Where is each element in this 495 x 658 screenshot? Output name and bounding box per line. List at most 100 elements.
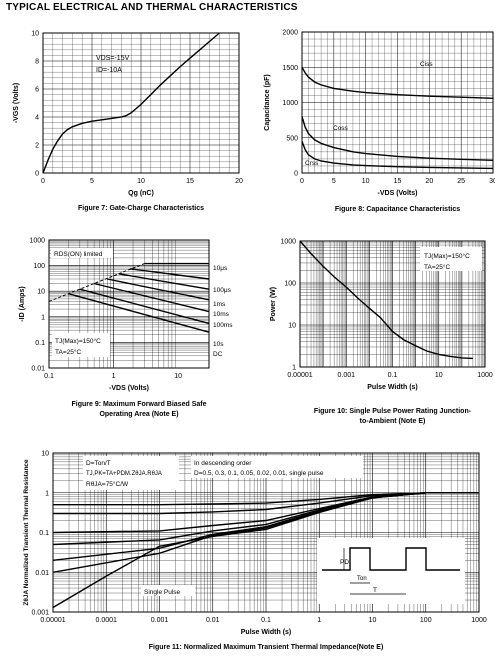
annotation-bg <box>211 320 237 329</box>
series-line-100ms <box>93 282 210 313</box>
series-label: 1ms <box>213 301 226 308</box>
pulse-diagram: PD Ton T <box>317 538 465 604</box>
annotation: VDS=-15V <box>96 55 130 62</box>
series-line-100-s <box>130 268 210 280</box>
fig11-chart: 0.00001 0.0001 0.001 0.01 0.1 1 10 100 1000 0.001… <box>23 451 487 652</box>
series-label: Coss <box>333 125 349 132</box>
y-tick-label: 1500 <box>282 65 298 72</box>
annotation: D=Ton/T <box>86 460 111 467</box>
annotation: D=0.5, 0.3, 0.1, 0.05, 0.02, 0.01, singl… <box>194 470 324 477</box>
x-tick-label: 0 <box>41 178 45 185</box>
x-axis-label: Pulse Width (s) <box>367 384 418 391</box>
x-axis-label: Qg (nC) <box>128 190 154 197</box>
x-tick-label: 10 <box>435 372 443 379</box>
y-axis-label: Capacitance (pF) <box>264 74 271 130</box>
t-label: T <box>373 587 377 594</box>
ton-label: Ton <box>357 576 367 582</box>
annotation-bg <box>211 339 237 348</box>
y-tick-label: 1000 <box>282 100 298 107</box>
annotation-bg <box>211 299 237 308</box>
x-tick-label: 0.1 <box>388 372 398 379</box>
x-tick-label: 1000 <box>471 617 487 624</box>
y-tick-label: 10 <box>41 451 49 458</box>
figure-caption: Figure 8: Capacitance Characteristics <box>335 206 460 213</box>
annotation: ID=-10A <box>96 67 122 74</box>
fig7-frame <box>42 32 240 174</box>
x-tick-label: 0.1 <box>44 373 54 380</box>
series-line-1ms <box>118 273 210 290</box>
x-tick-label: 0.0001 <box>96 617 118 624</box>
figure-caption: Figure 9: Maximum Forward Biased Safe <box>72 401 207 408</box>
pulse-diagram-bg <box>317 538 465 604</box>
fig10-grid <box>299 241 485 368</box>
y-tick-label: 10 <box>288 323 296 330</box>
y-tick-label: 0.001 <box>31 610 49 617</box>
x-tick-label: 0.01 <box>206 617 220 624</box>
x-tick-label: 5 <box>90 178 94 185</box>
y-tick-label: 1 <box>45 490 49 497</box>
annotation-bg <box>211 349 237 358</box>
series-label: 100μs <box>213 287 232 294</box>
x-axis-label: -VDS (Volts) <box>378 190 418 197</box>
annotation: Single Pulse <box>144 589 181 596</box>
x-tick-label: 20 <box>425 178 433 185</box>
x-tick-label: 15 <box>394 178 402 185</box>
series-line-crss <box>301 141 494 170</box>
annotation: RDS(ON) limited <box>54 251 103 258</box>
x-tick-label: 0.00001 <box>40 617 65 624</box>
y-tick-label: 8 <box>35 59 39 66</box>
series-line-ciss <box>301 66 494 99</box>
series-line-10ms <box>107 278 210 301</box>
fig9-frame <box>48 239 210 369</box>
fig8-grid <box>301 31 494 174</box>
y-tick-label: 1 <box>41 314 45 321</box>
x-tick-label: 0.1 <box>261 617 271 624</box>
fig7-grid <box>42 32 240 174</box>
x-axis-label: -VDS (Volts) <box>109 385 149 392</box>
x-tick-label: 10 <box>369 617 377 624</box>
series-line-0 <box>299 240 473 360</box>
y-tick-label: 0 <box>35 171 39 178</box>
series-label: Ciss <box>420 61 433 68</box>
annotation-bg <box>51 248 113 258</box>
annotation: TA=25°C <box>55 348 81 356</box>
series-line-single-pulse <box>52 492 479 609</box>
y-axis-label: ZθJA Normalized Transient Thermal Resist… <box>23 459 30 606</box>
annotation-bg <box>191 456 363 478</box>
series-label: 10s <box>213 341 224 348</box>
figure-caption: Figure 10: Single Pulse Power Rating Jun… <box>314 408 472 415</box>
series-label: Crss <box>305 160 319 167</box>
x-tick-label: 15 <box>186 178 194 185</box>
x-tick-label: 10 <box>362 178 370 185</box>
x-tick-label: 25 <box>457 178 465 185</box>
x-tick-label: 5 <box>332 178 336 185</box>
y-tick-label: 1000 <box>29 238 45 245</box>
fig7-chart: 0 5 10 15 20 0 2 4 6 8 10 Qg (nC) -VGS (Volts) Figure… <box>13 31 243 213</box>
x-tick-label: 30 <box>489 178 495 185</box>
fig8-frame <box>301 31 494 174</box>
annotation-bg <box>211 285 237 294</box>
y-tick-label: 0.01 <box>31 366 45 373</box>
y-tick-label: 0.1 <box>35 340 45 347</box>
y-tick-label: 4 <box>35 115 39 122</box>
x-axis-label: Pulse Width (s) <box>241 629 292 636</box>
annotation: TA=25°C <box>424 263 450 271</box>
x-tick-label: 1000 <box>477 372 493 379</box>
y-tick-label: 6 <box>35 87 39 94</box>
y-axis-label: -VGS (Volts) <box>13 83 20 123</box>
x-tick-label: 10 <box>174 373 182 380</box>
figure-caption: Figure 11: Normalized Maximum Transient … <box>149 644 384 651</box>
annotation-bg <box>211 263 237 272</box>
annotation: TJ(Max)=150°C <box>55 337 101 345</box>
y-tick-label: 10 <box>37 289 45 296</box>
annotation-bg <box>141 585 195 596</box>
x-tick-label: 1 <box>317 617 321 624</box>
annotation: TJ(Max)=150°C <box>424 252 470 260</box>
series-line-coss <box>301 116 494 161</box>
series-line-10s <box>79 288 210 325</box>
annotation-bg <box>420 247 482 271</box>
series-line-dc <box>68 293 210 333</box>
figure-caption: Figure 7: Gate-Charge Characteristics <box>78 205 204 212</box>
